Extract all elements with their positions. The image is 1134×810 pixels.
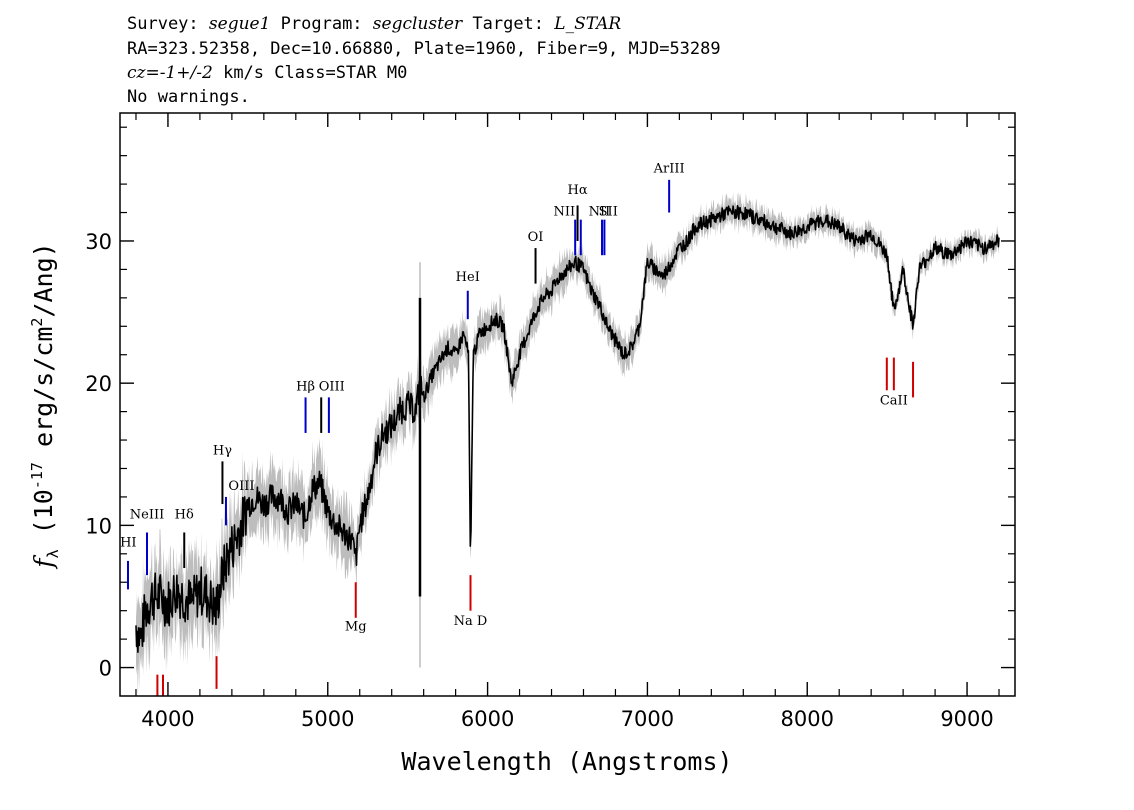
header-line-2: RA=323.52358, Dec=10.66880, Plate=1960, … — [127, 39, 721, 59]
emission-line-label: ArIII — [653, 162, 685, 177]
x-tick-label: 4000 — [141, 707, 194, 731]
x-tick-label: 9000 — [940, 707, 993, 731]
cz-value: -1+/-2 — [160, 63, 213, 83]
emission-line-label: Hβ — [296, 379, 315, 394]
survey-label: Survey: — [127, 14, 199, 34]
program-label: Program: — [281, 14, 363, 34]
plot-frame — [119, 112, 1016, 697]
x-axis-label: Wavelength (Angstroms) — [401, 747, 732, 776]
emission-line-label: NeIII — [130, 507, 164, 522]
emission-line-label: OIII — [228, 479, 254, 494]
x-tick-label: 7000 — [621, 707, 674, 731]
emission-line-label: SII — [599, 204, 618, 219]
line-markers — [126, 179, 915, 696]
header-line-1: Survey: segue1 Program: segcluster Targe… — [127, 14, 621, 34]
target-label: Target: — [472, 14, 544, 34]
survey-value: segue1 — [209, 14, 271, 34]
absorption-line-label: Mg — [345, 620, 367, 635]
header-line-4: No warnings. — [127, 87, 250, 107]
x-tick-label: 8000 — [781, 707, 834, 731]
y-tick-label: 20 — [85, 372, 112, 396]
axis-ticks: 4000 5000 6000 7000 8000 9000 0 10 20 30 — [85, 113, 1015, 731]
emission-line-label: NII — [553, 204, 575, 219]
cz-unit: km/s — [223, 63, 264, 83]
emission-line-label: Hγ — [213, 443, 232, 458]
program-value: segcluster — [373, 14, 463, 34]
absorption-line-label: Na D — [454, 614, 488, 629]
plot-area — [126, 179, 1000, 696]
absorption-line-label: CaII — [880, 394, 908, 409]
x-tick-label: 6000 — [461, 707, 514, 731]
emission-line-label: OI — [528, 230, 544, 245]
y-tick-label: 30 — [85, 230, 112, 254]
emission-line-label: Hδ — [175, 507, 194, 522]
spectrum-line — [135, 205, 1000, 653]
emission-line-label: HI — [120, 536, 136, 551]
y-axis-label: fλ (10-17 erg/s/cm2/Ang) — [28, 242, 62, 569]
x-tick-label: 5000 — [301, 707, 354, 731]
y-tick-label: 10 — [85, 514, 112, 538]
class-value: Class=STAR M0 — [274, 63, 407, 83]
target-value: L_STAR — [553, 14, 621, 34]
emission-line-label: Hα — [568, 183, 588, 198]
emission-line-label: NII — [589, 204, 611, 219]
emission-line-label: OIII — [319, 379, 345, 394]
emission-line-label: HeI — [456, 270, 480, 285]
cz-label: cz= — [127, 63, 160, 83]
header-line-3: cz=-1+/-2 km/s Class=STAR M0 — [127, 63, 407, 83]
y-tick-label: 0 — [99, 657, 112, 681]
